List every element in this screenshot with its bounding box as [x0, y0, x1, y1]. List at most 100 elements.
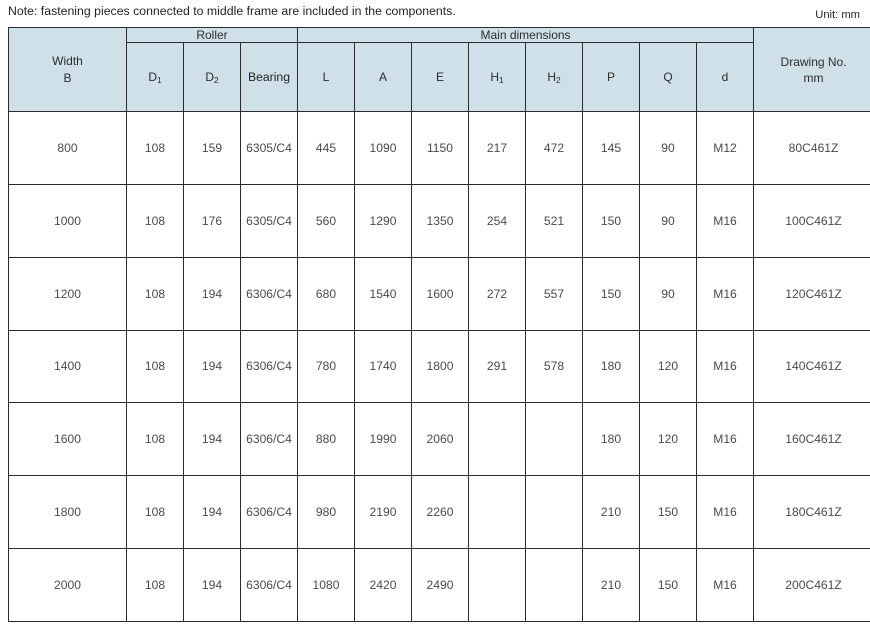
cell-d: M16 [695, 329, 755, 404]
cell-bearing: 6306/C4 [240, 548, 298, 622]
cell-bearing: 6306/C4 [240, 256, 298, 331]
header-col-e: E [411, 42, 469, 112]
header-col-d2: D2 [183, 42, 241, 112]
header-d2-base: D [205, 70, 214, 84]
cell-p: 210 [582, 548, 640, 622]
cell-width-b: 1600 [8, 402, 127, 477]
cell-drawing-no: 200C461Z [753, 548, 870, 622]
cell-drawing-no: 120C461Z [753, 256, 870, 331]
cell-d1: 108 [126, 402, 184, 477]
header-drawing-label: Drawing No. [780, 54, 847, 69]
header-drawing-no: Drawing No. mm [753, 27, 870, 112]
cell-bearing: 6305/C4 [240, 111, 298, 185]
table-body: 800 108 159 6305/C4 445 1090 1150 217 472 145 90 M1… [8, 111, 870, 622]
cell-d: M16 [695, 548, 755, 622]
cell-d2: 194 [183, 475, 241, 550]
cell-p: 145 [582, 111, 640, 185]
cell-h1 [468, 475, 526, 550]
cell-p: 150 [582, 256, 640, 331]
cell-h1: 272 [468, 256, 526, 331]
cell-d2: 159 [183, 111, 241, 185]
cell-h2 [525, 475, 583, 550]
cell-h2: 521 [525, 183, 583, 258]
header-col-h2: H2 [525, 42, 583, 112]
spec-table-container: Width B Roller Main dimensions Drawing N… [8, 27, 870, 622]
header-group-roller: Roller [126, 27, 298, 43]
cell-width-b: 1400 [8, 329, 127, 404]
cell-h2: 472 [525, 111, 583, 185]
cell-q: 150 [639, 548, 697, 622]
header-group-main-dimensions: Main dimensions [296, 27, 755, 43]
cell-d1: 108 [126, 548, 184, 622]
cell-a: 1290 [354, 183, 412, 258]
cell-h2: 578 [525, 329, 583, 404]
header-col-bearing: Bearing [240, 42, 298, 112]
cell-d2: 194 [183, 548, 241, 622]
cell-drawing-no: 160C461Z [753, 402, 870, 477]
cell-l: 560 [297, 183, 355, 258]
cell-width-b: 800 [8, 111, 127, 185]
table-row: 1000 108 176 6305/C4 560 1290 1350 254 521 150 90 M… [8, 183, 870, 258]
cell-h1: 217 [468, 111, 526, 185]
cell-d: M16 [695, 256, 755, 331]
cell-d: M16 [695, 183, 755, 258]
cell-l: 445 [297, 111, 355, 185]
table-row: 1800 108 194 6306/C4 980 2190 2260 210 150 M16 180… [8, 475, 870, 550]
cell-d1: 108 [126, 329, 184, 404]
cell-l: 980 [297, 475, 355, 550]
cell-bearing: 6306/C4 [240, 475, 298, 550]
header-h2-base: H [547, 70, 556, 84]
cell-d: M16 [695, 402, 755, 477]
cell-e: 2260 [411, 475, 469, 550]
cell-l: 880 [297, 402, 355, 477]
note-text: Note: fastening pieces connected to midd… [8, 4, 456, 18]
cell-a: 2420 [354, 548, 412, 622]
cell-h2 [525, 402, 583, 477]
note-row: Note: fastening pieces connected to midd… [0, 0, 870, 27]
cell-q: 90 [639, 183, 697, 258]
header-h1-subscript: 1 [499, 75, 504, 85]
cell-l: 680 [297, 256, 355, 331]
cell-q: 120 [639, 329, 697, 404]
cell-d2: 194 [183, 329, 241, 404]
cell-d2: 176 [183, 183, 241, 258]
cell-d2: 194 [183, 402, 241, 477]
table-row: 1600 108 194 6306/C4 880 1990 2060 180 120 M16 160… [8, 402, 870, 477]
cell-d: M12 [695, 111, 755, 185]
table-row: 800 108 159 6305/C4 445 1090 1150 217 472 145 90 M1… [8, 111, 870, 185]
cell-drawing-no: 100C461Z [753, 183, 870, 258]
cell-a: 1540 [354, 256, 412, 331]
cell-e: 1600 [411, 256, 469, 331]
cell-e: 1150 [411, 111, 469, 185]
header-h2-subscript: 2 [556, 75, 561, 85]
cell-d1: 108 [126, 183, 184, 258]
header-d1-base: D [148, 70, 157, 84]
cell-q: 150 [639, 475, 697, 550]
cell-drawing-no: 180C461Z [753, 475, 870, 550]
header-d2-subscript: 2 [214, 75, 219, 85]
cell-width-b: 1200 [8, 256, 127, 331]
cell-p: 180 [582, 329, 640, 404]
cell-e: 1800 [411, 329, 469, 404]
cell-h1: 291 [468, 329, 526, 404]
header-h1-base: H [490, 70, 499, 84]
cell-d1: 108 [126, 256, 184, 331]
cell-a: 2190 [354, 475, 412, 550]
cell-bearing: 6305/C4 [240, 183, 298, 258]
cell-h2 [525, 548, 583, 622]
cell-drawing-no: 140C461Z [753, 329, 870, 404]
cell-q: 90 [639, 111, 697, 185]
cell-h1 [468, 402, 526, 477]
table-header: Width B Roller Main dimensions Drawing N… [8, 27, 870, 112]
cell-width-b: 1000 [8, 183, 127, 258]
cell-a: 1090 [354, 111, 412, 185]
cell-width-b: 2000 [8, 548, 127, 622]
cell-q: 90 [639, 256, 697, 331]
header-width-label: Width [52, 53, 83, 68]
header-drawing-unit: mm [803, 70, 824, 85]
header-width-symbol: B [63, 70, 72, 85]
cell-d: M16 [695, 475, 755, 550]
cell-d1: 108 [126, 111, 184, 185]
header-sub-row: D1 D2 Bearing L A E H1 H2 P Q d [9, 42, 870, 112]
